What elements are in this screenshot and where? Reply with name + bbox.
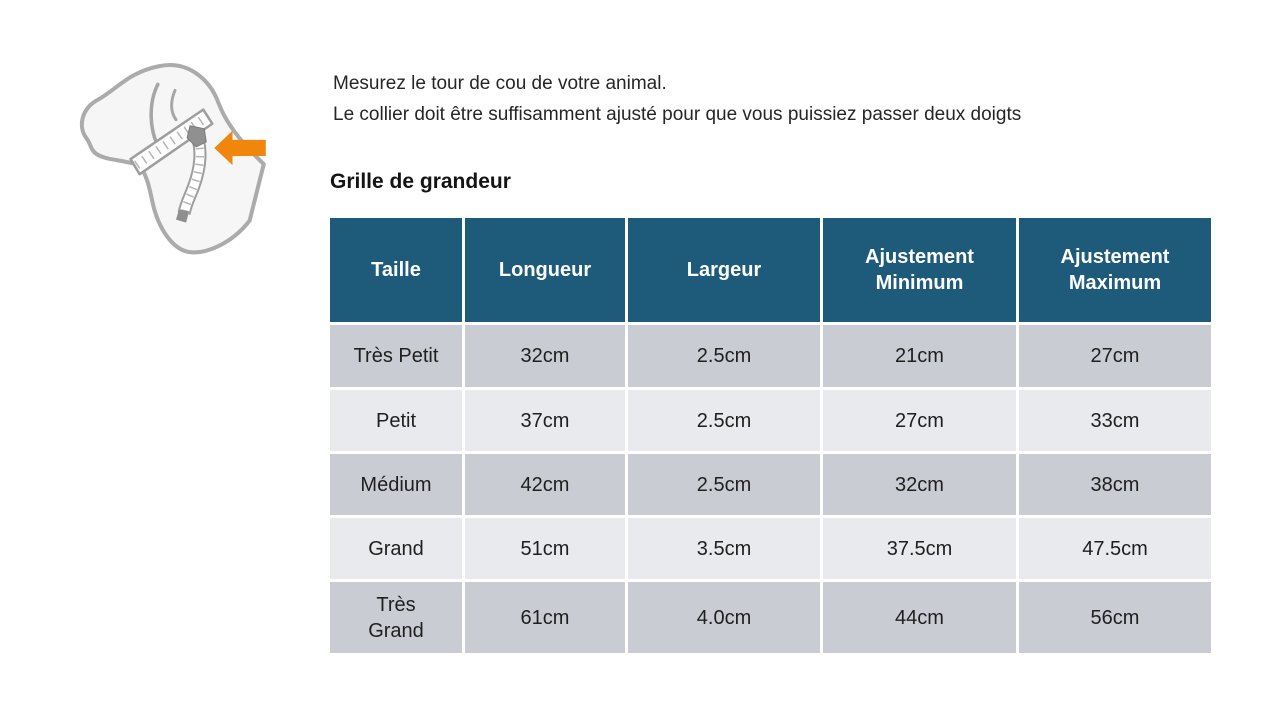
table-cell: 42cm [465,454,625,515]
instruction-line-2: Le collier doit être suffisamment ajusté… [333,104,1022,125]
table-cell: 37.5cm [823,518,1016,579]
table-cell: 47.5cm [1019,518,1211,579]
table-cell: 3.5cm [628,518,820,579]
tape-buckle [186,125,207,148]
size-table-header-longueur: Longueur [465,218,625,322]
table-cell: Très Petit [330,325,462,387]
dog-silhouette [79,63,266,255]
orange-arrow-icon [214,130,266,166]
instructions-block: Mesurez le tour de cou de votre animal. … [333,68,1021,130]
table-cell: 33cm [1019,390,1211,451]
instruction-line-1: Mesurez le tour de cou de votre animal. [333,73,667,94]
table-cell: 2.5cm [628,454,820,515]
table-cell: 2.5cm [628,390,820,451]
table-cell: 32cm [823,454,1016,515]
table-cell: Petit [330,390,462,451]
table-cell: 44cm [823,582,1016,653]
table-cell: 51cm [465,518,625,579]
table-cell: Médium [330,454,462,515]
table-cell: 37cm [465,390,625,451]
tape-end-tip [175,209,190,223]
section-title: Grille de grandeur [330,170,511,193]
size-table: Taille Longueur Largeur Ajustement Minim… [330,218,1211,653]
table-cell: Grand [330,518,462,579]
size-table-header-ajustement-minimum: Ajustement Minimum [823,218,1016,322]
table-cell: 27cm [1019,325,1211,387]
size-table-header-ajustement-maximum: Ajustement Maximum [1019,218,1211,322]
table-cell: 21cm [823,325,1016,387]
tape-hanging-ticks [180,138,205,215]
table-cell: 4.0cm [628,582,820,653]
dog-ear-back-line [170,88,178,122]
table-cell: 32cm [465,325,625,387]
table-cell: 27cm [823,390,1016,451]
table-cell: 38cm [1019,454,1211,515]
table-cell: 2.5cm [628,325,820,387]
table-cell: Très Grand [330,582,462,653]
table-cell: 56cm [1019,582,1211,653]
size-table-header-largeur: Largeur [628,218,820,322]
table-cell: 61cm [465,582,625,653]
size-table-header-taille: Taille [330,218,462,322]
dog-measurement-illustration [79,63,266,255]
